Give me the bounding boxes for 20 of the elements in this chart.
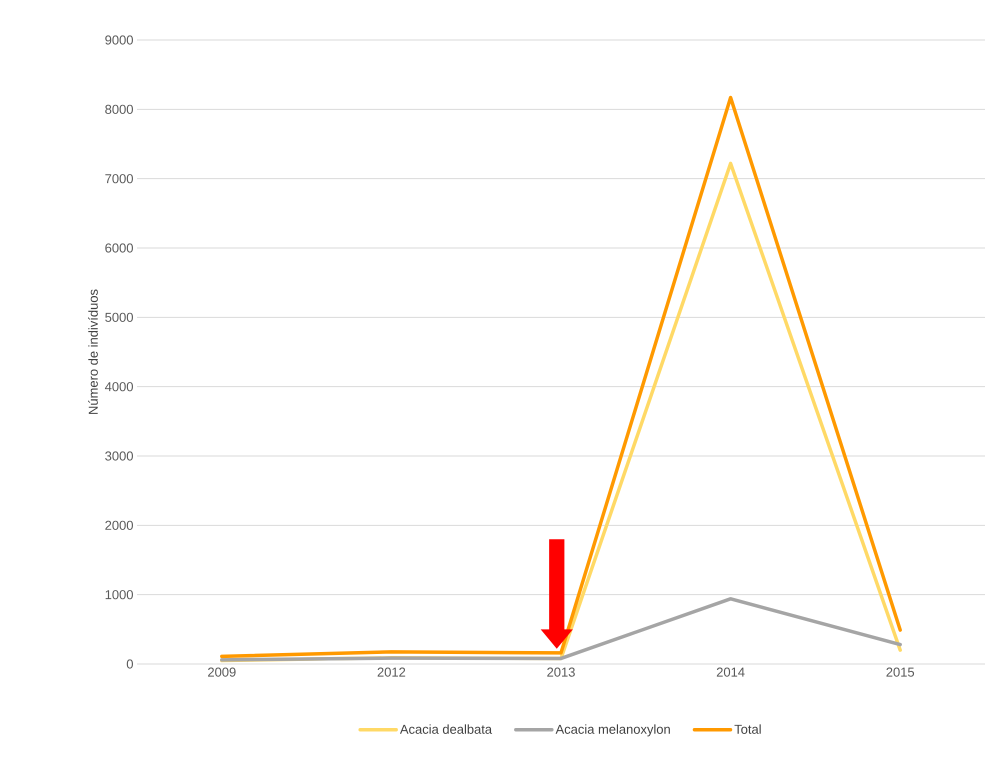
y-tick-label: 8000 xyxy=(105,104,133,114)
y-tick-label: 9000 xyxy=(105,35,133,45)
legend-label: Acacia dealbata xyxy=(400,724,492,734)
x-tick-label: 2009 xyxy=(208,668,236,677)
line-series xyxy=(220,597,902,662)
x-tick-label: 2015 xyxy=(886,668,914,677)
y-tick-label: 7000 xyxy=(105,174,133,184)
x-tick-label: 2014 xyxy=(716,668,745,677)
y-tick-label: 3000 xyxy=(105,451,133,461)
y-tick-label: 1000 xyxy=(106,590,133,600)
y-tick-label: 2000 xyxy=(105,520,133,530)
y-axis-title: Número de indivíduos xyxy=(88,290,98,414)
x-tick-label: 2013 xyxy=(547,668,575,677)
y-tick-label: 0 xyxy=(126,659,133,669)
y-tick-label: 4000 xyxy=(104,382,133,392)
x-tick-label: 2012 xyxy=(378,668,406,677)
y-tick-label: 6000 xyxy=(105,243,133,253)
legend-label: Total xyxy=(734,724,761,734)
y-tick-label: 5000 xyxy=(105,312,133,322)
legend-label: Acacia melanoxylon xyxy=(556,724,670,736)
